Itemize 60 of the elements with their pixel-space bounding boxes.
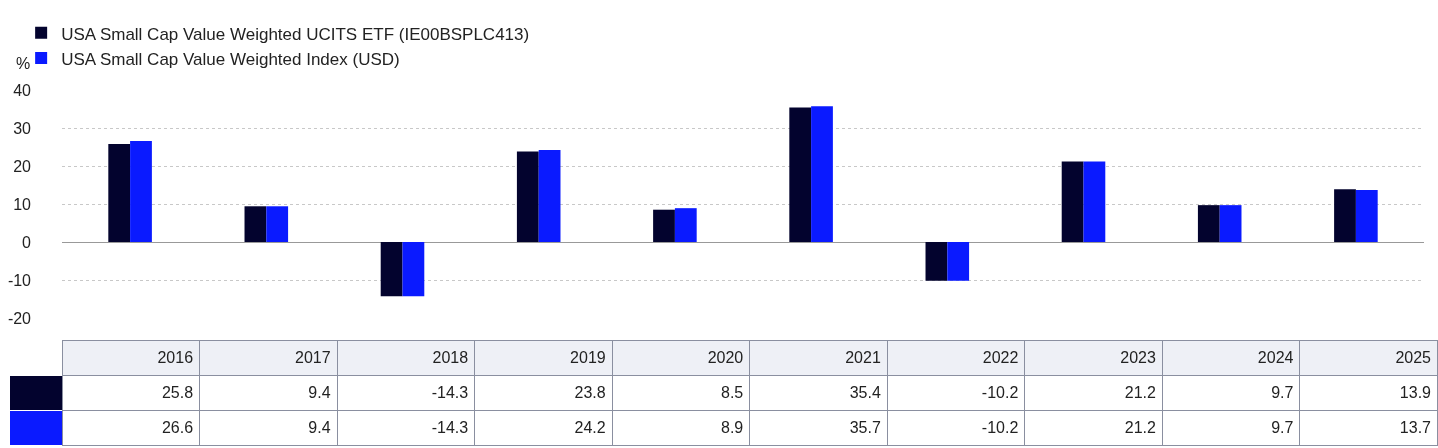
y-tick-label: 30 [13,119,32,137]
y-tick-label: -20 [7,309,32,327]
x-tick-label: 2024 [1162,340,1300,376]
x-tick-label: 2020 [612,340,750,376]
bar [1355,189,1378,242]
data-label: 35.4 [749,375,888,411]
bar [811,106,833,242]
data-label: 26.6 [62,410,200,446]
data-label: -14.3 [337,375,475,411]
y-tick-label: -10 [7,271,32,289]
x-tick-label: 2018 [337,340,475,376]
data-label: 13.9 [1299,375,1438,411]
data-label: 24.2 [474,410,613,446]
x-tick-label: 2025 [1299,340,1438,376]
legend-label: USA Small Cap Value Weighted UCITS ETF (IE00BSPLC413) [61,24,530,44]
data-label: 25.8 [62,375,200,411]
x-tick-label: 2023 [1024,340,1163,376]
x-tick-label: 2022 [887,340,1025,376]
data-label: 23.8 [474,375,613,411]
y-axis-title: % [16,55,31,72]
bar [1083,161,1106,242]
legend-label: USA Small Cap Value Weighted Index (USD) [61,49,400,69]
y-tick-label: 40 [13,81,32,99]
x-tick-label: 2017 [199,340,338,376]
data-label: 21.2 [1024,375,1163,411]
data-label: 9.4 [199,375,338,411]
bar [1197,205,1220,242]
bar [266,206,289,242]
bar [402,242,425,297]
bar [925,242,948,281]
data-label: 13.7 [1299,410,1438,446]
x-tick-label: 2016 [62,340,200,376]
bar [789,107,812,242]
data-label: 35.7 [749,410,888,446]
data-label: 8.9 [612,410,750,446]
bar [244,206,267,242]
x-tick-label: 2021 [749,340,888,376]
y-tick-label: 0 [22,233,32,251]
data-label: 9.7 [1162,410,1300,446]
data-label: 21.2 [1024,410,1163,446]
bar [516,151,539,242]
bar [538,150,561,242]
data-label: -14.3 [337,410,475,446]
bar [108,143,131,242]
x-tick-label: 2019 [474,340,613,376]
data-label: -10.2 [887,410,1025,446]
bar [130,140,152,242]
data-label: 8.5 [612,375,750,411]
data-label: -10.2 [887,375,1025,411]
bar [1061,161,1084,242]
data-label: 9.4 [199,410,338,446]
bar [674,208,697,242]
data-label: 9.7 [1162,375,1300,411]
y-tick-label: 10 [13,195,32,213]
bar [1219,205,1242,242]
bar [1334,189,1356,242]
y-tick-label: 20 [13,157,32,175]
bar [947,242,970,281]
bar [380,242,403,297]
bar [653,209,675,242]
